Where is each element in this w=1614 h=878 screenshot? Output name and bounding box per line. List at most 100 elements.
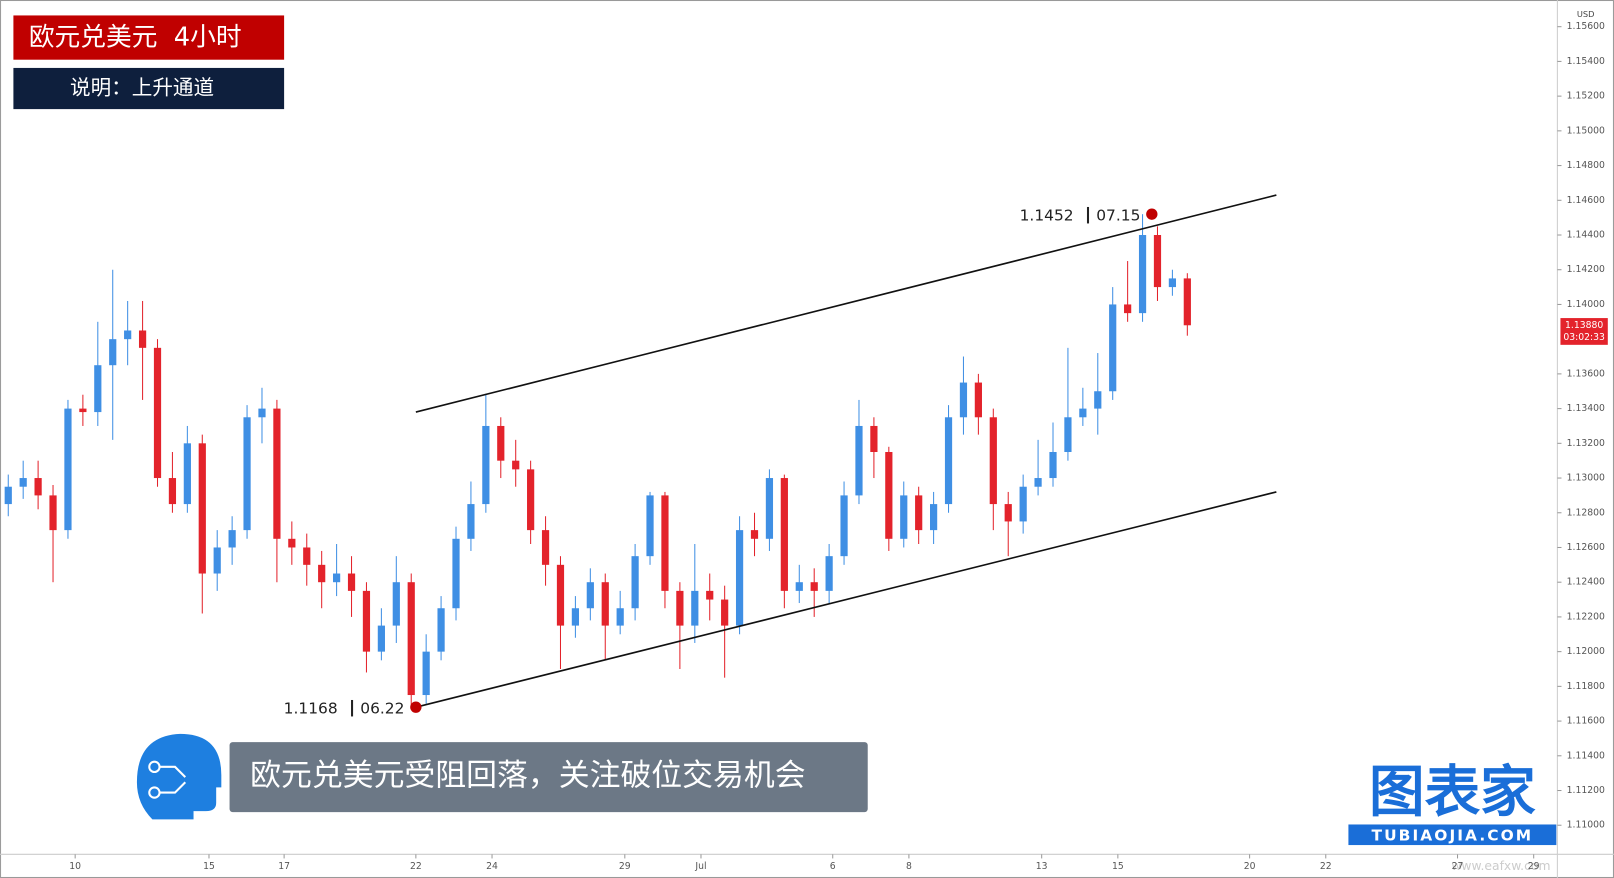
candle-body — [94, 365, 102, 413]
y-tick-label: 1.14400 — [1567, 230, 1605, 241]
x-tick-label: 13 — [1036, 861, 1048, 872]
candle-body — [34, 478, 42, 496]
x-tick-label: 10 — [69, 861, 81, 872]
x-tick-label: 15 — [1112, 861, 1124, 872]
brand-url: TUBIAOJIA.COM — [1372, 826, 1534, 844]
candle-body — [168, 478, 177, 505]
candle-body — [19, 478, 27, 487]
annotation-dot — [410, 701, 422, 713]
candle-body — [840, 495, 848, 557]
candle-body — [974, 382, 982, 418]
y-tick-label: 1.11800 — [1567, 681, 1605, 692]
candle-body — [825, 556, 833, 591]
candle-body — [915, 495, 923, 531]
y-tick-label: 1.15000 — [1567, 125, 1605, 136]
y-tick-label: 1.12200 — [1567, 611, 1605, 622]
candle-body — [124, 330, 132, 340]
candle-body — [1019, 486, 1027, 522]
candle-body — [944, 417, 953, 505]
channel-line — [415, 194, 1277, 413]
candle-body — [721, 599, 729, 626]
y-tick-label: 1.12400 — [1567, 577, 1605, 588]
brand-strip — [1348, 824, 1557, 846]
candle-body — [1034, 478, 1042, 487]
title: 欧元兑美元 4小时 — [29, 23, 242, 53]
currency: USD — [1577, 9, 1595, 19]
candle-body — [1168, 278, 1177, 288]
x-tick-label: 29 — [1528, 861, 1540, 872]
candle-body — [616, 608, 624, 626]
x-tick-label: 6 — [830, 861, 836, 872]
candle-body — [1079, 408, 1087, 418]
candle-body — [377, 625, 385, 652]
candle-body — [556, 564, 565, 626]
candle-body — [750, 530, 759, 539]
caption-box — [229, 742, 868, 813]
candle-body — [79, 408, 87, 413]
y-tick-label: 1.14200 — [1567, 264, 1605, 275]
last-price-label: 1.13880 — [1565, 320, 1603, 331]
candle-body — [631, 556, 639, 609]
candle-body — [288, 538, 296, 548]
candle-body — [1049, 452, 1057, 479]
candle-body — [855, 425, 863, 496]
y-tick-label: 1.15600 — [1567, 21, 1605, 32]
brand: 图表家 — [1369, 760, 1536, 825]
annotation-date: 07.15 — [1096, 207, 1140, 225]
y-tick-label: 1.11400 — [1567, 750, 1605, 761]
x-tick-label: 29 — [619, 861, 631, 872]
candle-body — [64, 408, 72, 531]
candle-body — [795, 582, 803, 591]
candle-body — [1094, 391, 1102, 409]
candle-body — [138, 330, 147, 348]
annotation-date: 06.22 — [360, 700, 404, 718]
candle-body — [661, 495, 669, 591]
x-tick-label: 8 — [906, 861, 912, 872]
y-tick-label: 1.12800 — [1567, 507, 1605, 518]
candle-body — [273, 408, 281, 539]
y-tick-label: 1.14000 — [1567, 299, 1605, 310]
x-tick-label: 20 — [1244, 861, 1256, 872]
channel-line — [415, 491, 1277, 708]
title-box — [13, 15, 285, 60]
annotation-dot — [1146, 208, 1158, 220]
y-tick-label: 1.11000 — [1567, 820, 1605, 831]
candle-body — [497, 425, 505, 461]
annotation-value: 1.1452 — [1020, 207, 1074, 225]
candle-body — [810, 582, 818, 591]
candle-body — [1004, 504, 1012, 522]
caption: 欧元兑美元受阻回落，关注破位交易机会 — [250, 758, 805, 794]
candle-body — [1138, 235, 1147, 314]
candle-body — [467, 504, 475, 539]
plot — [4, 194, 1277, 708]
candle-body — [4, 486, 12, 505]
countdown: 03:02:33 — [1563, 332, 1605, 343]
watermark: www.eafxw.com — [1451, 859, 1550, 873]
candle-body — [347, 573, 356, 591]
candle-body — [333, 573, 341, 583]
x-tick-label: 22 — [410, 861, 422, 872]
candle-body — [303, 547, 311, 565]
x-tick-label: 27 — [1452, 861, 1464, 872]
y-tick-label: 1.12600 — [1567, 542, 1605, 553]
y-tick-label: 1.11200 — [1567, 785, 1605, 796]
candle-body — [183, 443, 191, 505]
candle-body — [228, 530, 236, 548]
candle-body — [452, 538, 460, 609]
candle-body — [959, 382, 968, 418]
candle-body — [527, 469, 535, 531]
candle-body — [1124, 304, 1132, 314]
candle-body — [243, 417, 251, 531]
y-tick-label: 1.14600 — [1567, 195, 1605, 206]
candle-body — [109, 339, 117, 366]
candle-body — [780, 478, 788, 591]
candle-body — [362, 590, 371, 652]
candle-body — [765, 478, 774, 539]
x-tick-label: 17 — [278, 861, 290, 872]
y-tick-label: 1.15200 — [1567, 91, 1605, 102]
x-tick-label: 22 — [1320, 861, 1332, 872]
candle-body — [482, 425, 490, 505]
y-tick-label: 1.12000 — [1567, 646, 1605, 657]
